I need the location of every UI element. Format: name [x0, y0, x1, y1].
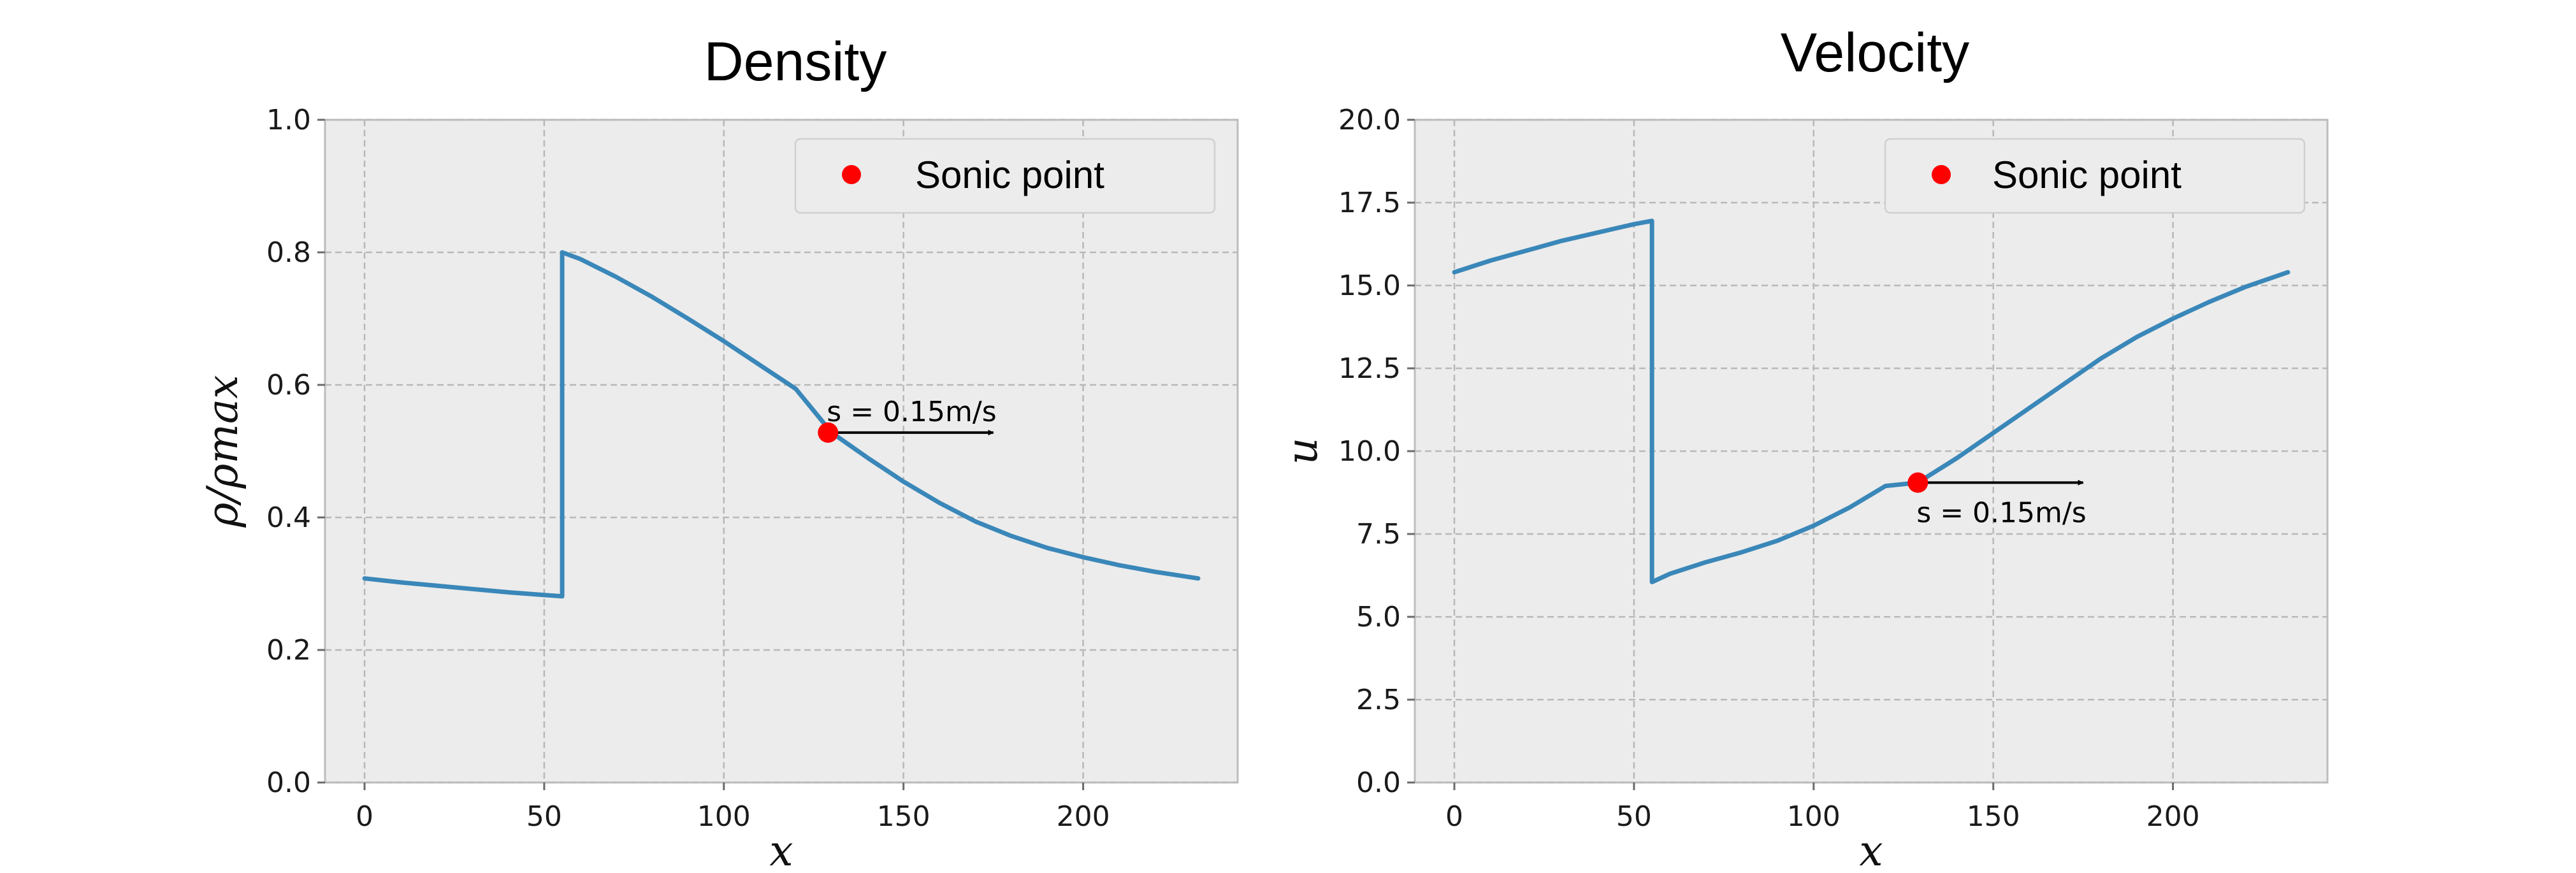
velocity-x-tick-label: 50	[1616, 800, 1652, 833]
velocity-x-axis-label: x	[1859, 826, 1883, 873]
velocity-speed-annotation: s = 0.15m/s	[1916, 496, 2086, 529]
velocity-x-tick-label: 100	[1787, 800, 1841, 833]
density-y-tick-label: 1.0	[266, 104, 311, 136]
density-y-tick-label: 0.8	[266, 236, 311, 269]
density-x-tick-label: 200	[1057, 800, 1110, 833]
density-plot-area	[324, 119, 1239, 784]
density-x-tick-label: 0	[356, 800, 373, 833]
density-y-axis-label: ρ/ρmax	[198, 375, 247, 528]
velocity-y-tick-label: 10.0	[1338, 435, 1401, 468]
velocity-x-tick-label: 150	[1967, 800, 2020, 833]
density-sonic-point-marker	[818, 422, 839, 443]
density-grid	[325, 119, 1238, 784]
density-annotation-layer: s = 0.15m/s	[818, 396, 997, 443]
density-legend: Sonic point	[794, 138, 1216, 214]
velocity-y-tick-label: 0.0	[1356, 767, 1401, 799]
velocity-annotation-layer: s = 0.15m/s	[1907, 472, 2087, 529]
density-y-tick-label: 0.2	[266, 634, 311, 667]
velocity-y-axis-label: u	[1278, 438, 1327, 465]
velocity-y-tick-label: 5.0	[1356, 601, 1401, 633]
density-y-tick-label: 0.0	[266, 767, 311, 799]
velocity-series-line	[1452, 219, 2290, 584]
velocity-ticks: 0 50 100 150 200 0.0 2.5 5.0 7.5 10.0 12.5 15.0 17.5…	[1338, 104, 2200, 833]
density-legend-marker	[842, 165, 861, 184]
density-legend-label: Sonic point	[915, 154, 1104, 196]
velocity-x-tick-label: 0	[1445, 800, 1463, 833]
density-legend-box	[794, 138, 1216, 214]
density-x-tick-label: 150	[877, 800, 930, 833]
velocity-legend: Sonic point	[1884, 138, 2306, 214]
velocity-series-layer	[1452, 219, 2290, 584]
density-chart-title: Density	[704, 31, 887, 92]
velocity-sonic-point-marker	[1907, 472, 1928, 493]
velocity-y-tick-label: 20.0	[1338, 104, 1401, 136]
density-speed-annotation: s = 0.15m/s	[827, 396, 996, 428]
density-x-axis-label: x	[769, 826, 793, 873]
velocity-legend-box	[1884, 138, 2306, 214]
velocity-y-tick-label: 7.5	[1356, 518, 1401, 551]
velocity-legend-label: Sonic point	[1992, 154, 2182, 196]
velocity-y-tick-label: 2.5	[1356, 684, 1401, 716]
density-y-tick-label: 0.4	[266, 501, 311, 534]
velocity-chart: Velocity 0 50 100 150 200 0.0 2.5 5.0 7.5 10.0 12.…	[1278, 22, 2329, 873]
density-ticks: 0 50 100 150 200 0.0 0.2 0.4 0.6 0.8 1.0	[266, 104, 1110, 833]
density-x-tick-label: 50	[526, 800, 562, 833]
density-x-tick-label: 100	[697, 800, 751, 833]
velocity-legend-marker	[1932, 165, 1951, 184]
density-y-tick-label: 0.6	[266, 369, 311, 401]
density-series-line	[362, 250, 1201, 599]
velocity-chart-title: Velocity	[1781, 22, 1969, 83]
velocity-x-tick-label: 200	[2146, 800, 2200, 833]
density-chart: Density 0 50 100 150 200 0.0 0.2 0.4 0.6 0.8 1.0 s…	[198, 31, 1239, 873]
velocity-y-tick-label: 15.0	[1338, 270, 1401, 302]
density-series-layer	[362, 250, 1201, 599]
velocity-y-tick-label: 12.5	[1338, 352, 1401, 385]
velocity-y-tick-label: 17.5	[1338, 187, 1401, 219]
